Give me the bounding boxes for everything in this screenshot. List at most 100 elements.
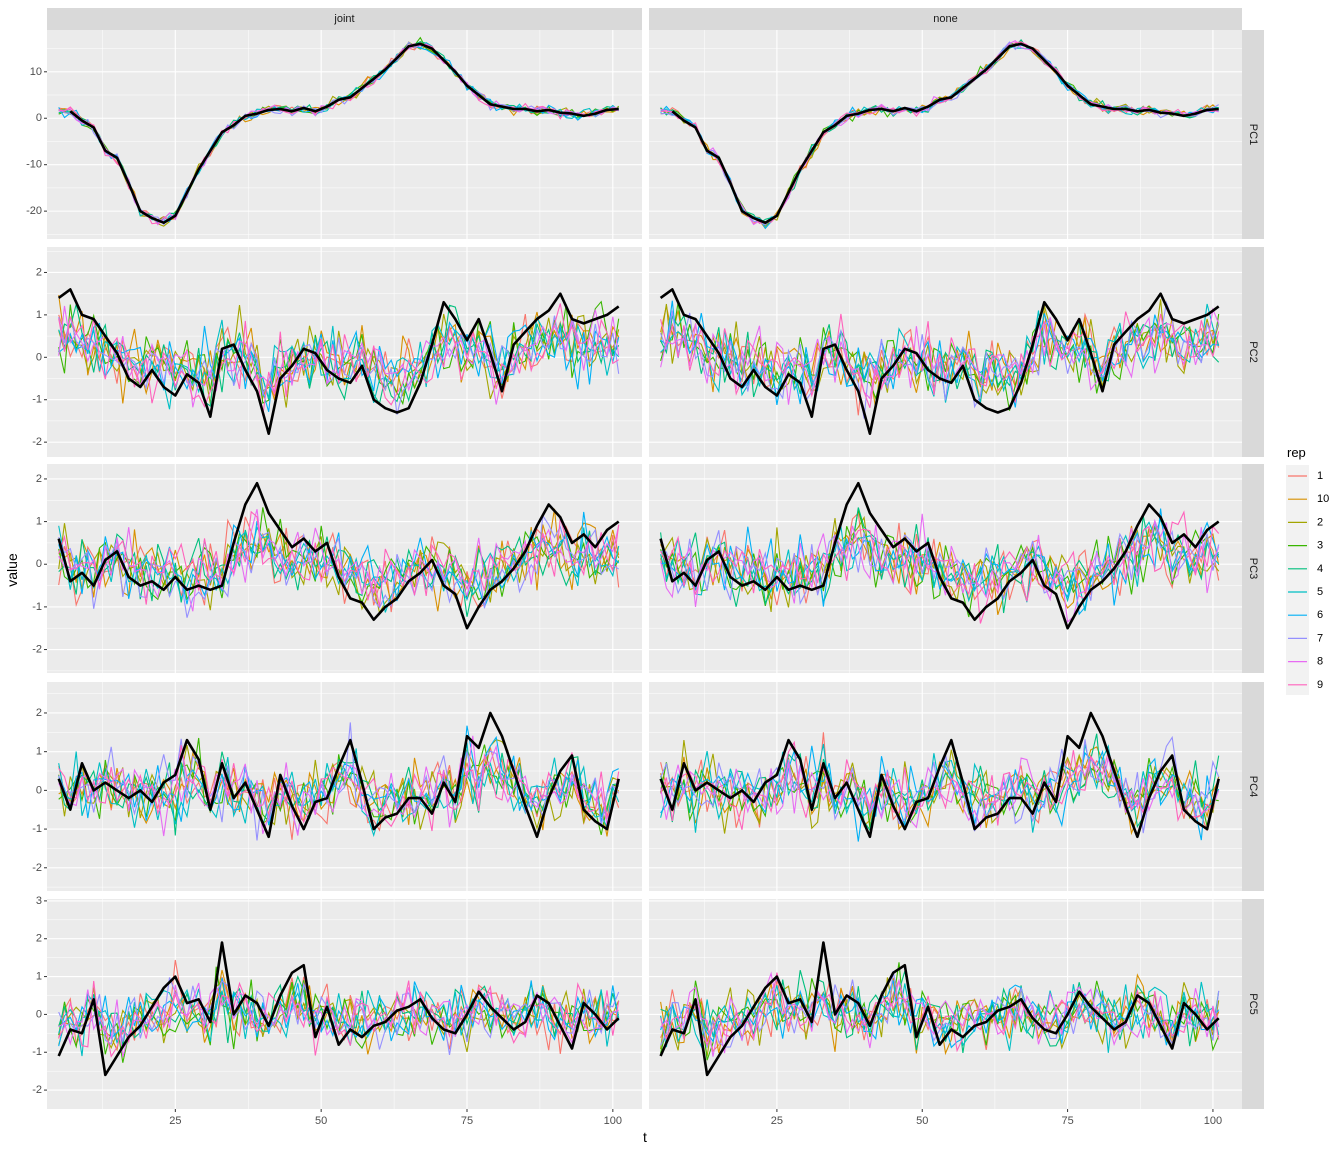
y-tick-label: -1	[32, 823, 42, 835]
panel-background	[47, 899, 642, 1109]
series-line-rep-7	[660, 300, 1220, 419]
x-tick-label: 100	[604, 1115, 622, 1127]
panel-none-PC3	[649, 464, 1242, 673]
legend-label: 6	[1317, 609, 1323, 621]
col-strip-none	[649, 8, 1242, 30]
series-line-rep-4	[58, 975, 620, 1046]
y-tick-label: -1	[32, 601, 42, 613]
series-line-rep-7	[58, 514, 620, 618]
series-line-rep-9	[660, 740, 1220, 830]
series-line-rep-9	[660, 510, 1220, 624]
panels-layer	[47, 30, 1242, 1109]
legend-label: 2	[1317, 516, 1323, 528]
x-tick-label: 75	[461, 1115, 473, 1127]
series-line-rep-8	[58, 509, 620, 612]
x-tick-label: 50	[315, 1115, 327, 1127]
y-axis-title: value	[4, 553, 20, 587]
series-line-rep-4	[58, 41, 619, 224]
truth-line	[659, 941, 1220, 1077]
row-strip-label: PC4	[1247, 776, 1259, 797]
y-tick-label: 2	[36, 266, 42, 278]
panel-none-PC4	[649, 682, 1242, 891]
y-tick-label: -2	[32, 644, 42, 656]
x-tick-label: 25	[771, 1115, 783, 1127]
y-tick-label: 0	[36, 558, 42, 570]
series-line-rep-4	[58, 529, 620, 617]
panel-joint-PC3	[47, 464, 642, 673]
panel-background	[649, 30, 1242, 239]
col-strip-joint	[47, 8, 642, 30]
truth-line	[659, 288, 1220, 435]
legend-label: 5	[1317, 586, 1323, 598]
truth-line	[57, 481, 620, 630]
legend-label: 4	[1317, 563, 1323, 575]
series-line-rep-7	[660, 522, 1220, 606]
y-tick-label: -1	[32, 1046, 42, 1058]
legend-label: 3	[1317, 540, 1323, 552]
y-tick-label: 1	[36, 516, 42, 528]
legend-label: 10	[1317, 493, 1329, 505]
panel-joint-PC1	[47, 30, 642, 239]
series-line-rep-6	[660, 300, 1219, 408]
row-strip-PC3	[1242, 464, 1264, 673]
panel-none-PC1	[649, 30, 1242, 239]
legend-label: 7	[1317, 632, 1323, 644]
series-line-rep-3	[58, 507, 620, 604]
truth-line	[659, 481, 1220, 630]
row-strip-label: PC5	[1247, 993, 1259, 1014]
series-line-rep-9	[58, 745, 620, 832]
y-tick-label: 1	[36, 309, 42, 321]
truth-line	[659, 711, 1220, 839]
y-tick-label: -10	[26, 159, 42, 171]
truth-line	[57, 288, 620, 435]
y-tick-label: 0	[36, 351, 42, 363]
axes-layer: -20-10010-2-1012-2-1012-2-1012-2-1012325…	[26, 66, 1222, 1127]
strips-layer: PC1 PC2 PC3 PC4 PC5 joint none	[47, 8, 1264, 1109]
series-line-rep-10	[58, 751, 620, 837]
series-line-rep-10	[660, 520, 1220, 615]
series-line-rep-5	[58, 316, 620, 410]
series-line-rep-9	[660, 311, 1220, 408]
y-tick-label: 1	[36, 971, 42, 983]
panel-joint-PC5	[47, 899, 642, 1109]
x-tick-label: 100	[1204, 1115, 1222, 1127]
col-strip-label: joint	[333, 13, 354, 25]
series-line-rep-3	[58, 737, 619, 836]
y-tick-label: -2	[32, 862, 42, 874]
y-tick-label: -20	[26, 205, 42, 217]
series-line-rep-8	[660, 513, 1220, 624]
series-line-rep-5	[660, 981, 1220, 1053]
y-tick-label: 0	[36, 784, 42, 796]
series-line-rep-4	[660, 314, 1220, 398]
panel-background	[47, 30, 642, 239]
x-tick-label: 75	[1061, 1115, 1073, 1127]
series-line-rep-7	[660, 735, 1220, 834]
truth-line	[69, 42, 619, 224]
x-tick-label: 25	[169, 1115, 181, 1127]
series-line-rep-6	[58, 725, 619, 825]
truth-line	[57, 711, 620, 839]
y-tick-label: -2	[32, 1084, 42, 1096]
col-strip-label: none	[933, 13, 957, 25]
panel-joint-PC4	[47, 682, 642, 891]
panel-none-PC5	[649, 899, 1242, 1109]
row-strip-PC2	[1242, 247, 1264, 457]
series-line-rep-9	[58, 303, 619, 416]
series-line-rep-5	[660, 743, 1220, 833]
series-line-rep-10	[660, 746, 1220, 836]
series-line-rep-6	[660, 508, 1220, 616]
legend-title: rep	[1287, 445, 1306, 460]
panel-none-PC2	[649, 247, 1242, 457]
y-tick-label: 2	[36, 933, 42, 945]
legend-label: 9	[1317, 679, 1323, 691]
row-strip-PC5	[1242, 899, 1264, 1109]
x-tick-label: 50	[916, 1115, 928, 1127]
series-line-rep-8	[58, 305, 620, 408]
legend-label: 8	[1317, 656, 1323, 668]
y-tick-label: -2	[32, 436, 42, 448]
series-line-rep-5	[58, 985, 619, 1057]
y-tick-label: 1	[36, 746, 42, 758]
series-line-rep-2	[58, 738, 619, 831]
y-tick-label: -1	[32, 394, 42, 406]
